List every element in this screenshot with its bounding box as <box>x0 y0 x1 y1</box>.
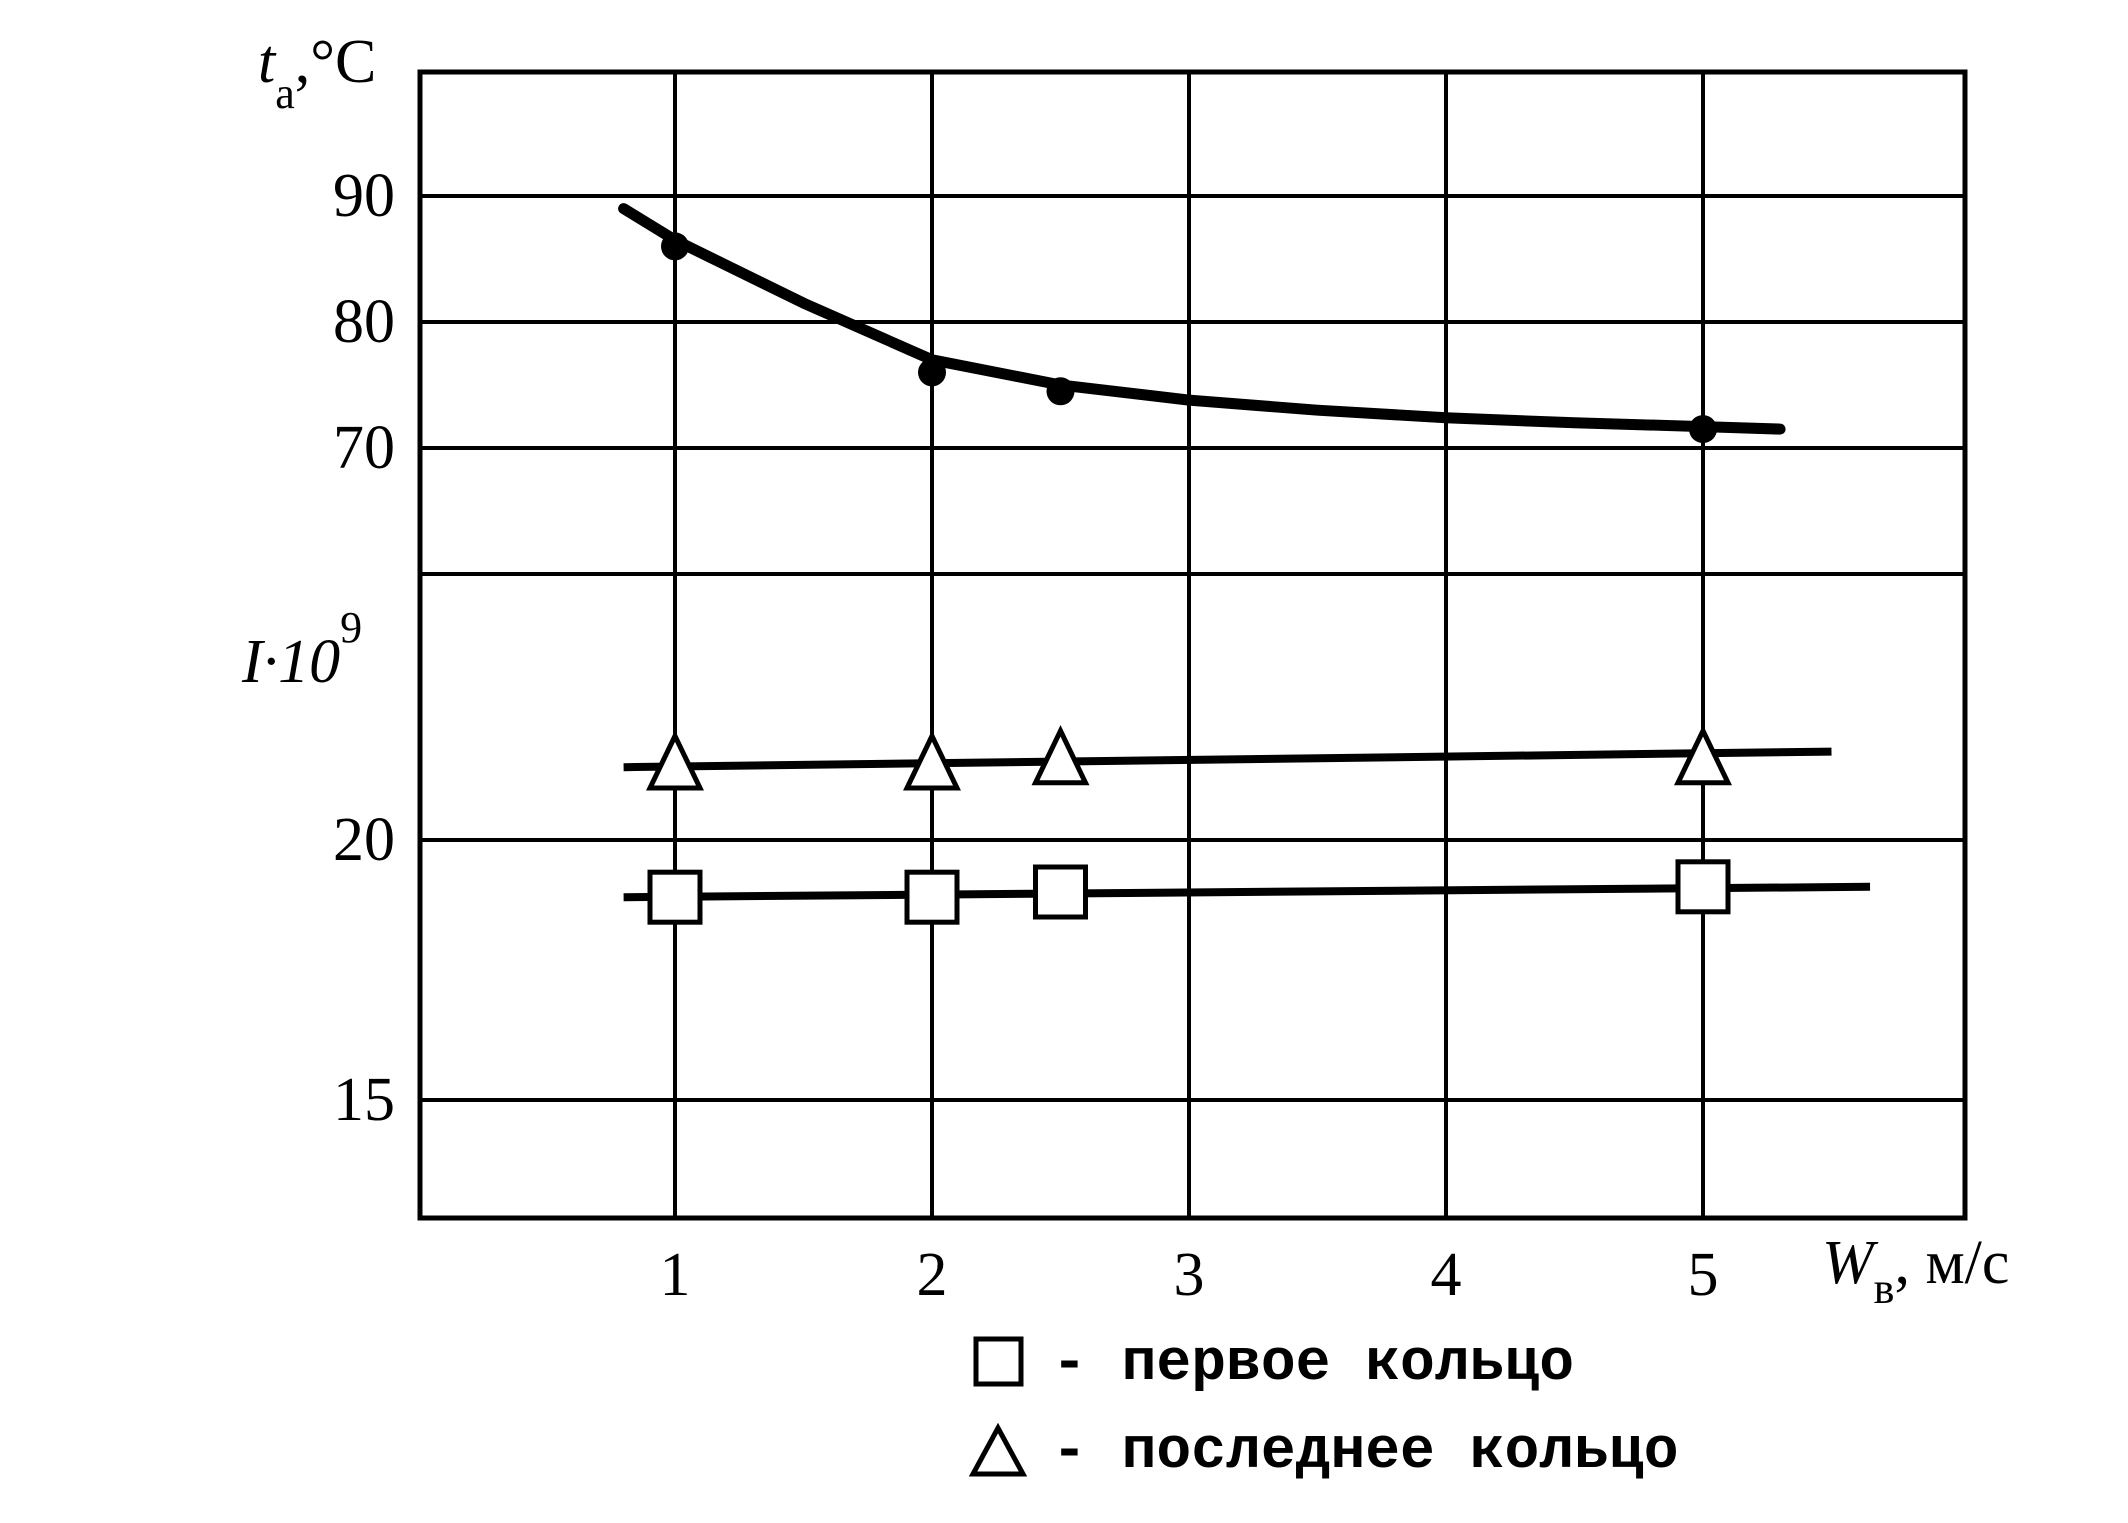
data-point-square <box>1675 859 1731 915</box>
x-axis-title: Wв, м/с <box>1822 1229 2009 1313</box>
data-point-triangle <box>646 730 704 791</box>
series-filled-circle <box>618 203 1786 444</box>
y-axis-top-title: tа,°C <box>258 28 376 118</box>
y-bottom-tick-label: 20 <box>333 806 395 874</box>
x-tick-label: 1 <box>660 1241 691 1309</box>
legend-square-marker <box>973 1336 1024 1387</box>
legend: - первое кольцо - последнее кольцо <box>968 1332 1679 1485</box>
data-point-circle <box>661 232 689 261</box>
legend-item-last-ring: - последнее кольцо <box>968 1420 1679 1485</box>
series-square <box>623 859 1871 925</box>
legend-label-first-ring: - первое кольцо <box>1052 1332 1574 1397</box>
data-point-circle <box>1689 415 1717 444</box>
legend-triangle-marker <box>968 1422 1028 1477</box>
plot-frame <box>417 69 1968 1221</box>
data-point-circle <box>1046 377 1075 406</box>
data-point-square <box>1033 864 1088 920</box>
data-point-circle <box>918 358 946 387</box>
grid <box>420 72 1965 1218</box>
tick-labels: 1 2 3 4 5 90 80 70 20 15 <box>333 162 1719 1309</box>
x-tick-label: 3 <box>1174 1241 1205 1309</box>
series-triangle <box>623 725 1832 791</box>
x-tick-label: 5 <box>1688 1241 1719 1309</box>
y-top-tick-label: 80 <box>333 288 395 356</box>
y-top-tick-label: 70 <box>333 414 395 482</box>
legend-item-first-ring: - первое кольцо <box>973 1332 1574 1397</box>
x-tick-label: 4 <box>1431 1241 1462 1309</box>
data-point-triangle <box>1031 725 1090 786</box>
series-line <box>623 882 1871 902</box>
y-bottom-tick-label: 15 <box>333 1066 395 1134</box>
series-layer <box>618 203 1871 925</box>
y-top-tick-label: 90 <box>333 162 395 230</box>
data-point-square <box>904 869 960 925</box>
y-axis-bottom-title: I·109 <box>241 603 362 696</box>
x-tick-label: 2 <box>917 1241 948 1309</box>
data-point-triangle <box>1674 725 1732 786</box>
series-line <box>623 747 1832 772</box>
legend-label-last-ring: - последнее кольцо <box>1052 1420 1679 1485</box>
series-curve <box>618 203 1786 435</box>
plot-border <box>417 69 1968 1221</box>
data-point-triangle <box>903 730 961 791</box>
data-point-square <box>647 869 703 925</box>
